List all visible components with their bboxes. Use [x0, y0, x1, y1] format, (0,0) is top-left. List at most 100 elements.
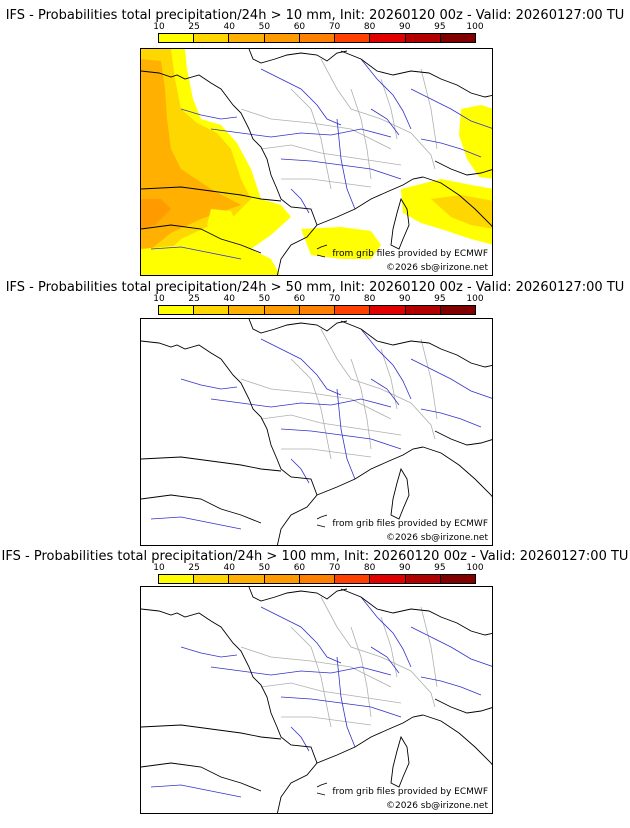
map-title: IFS - Probabilities total precipitation/…: [5, 280, 625, 295]
color-scale: 10 25 40 50 60 70 80 90 95 100: [153, 22, 484, 44]
admin-border-line: [350, 626, 372, 718]
scale-tick-label: 95: [434, 294, 446, 304]
admin-border-line: [260, 414, 402, 436]
river-line: [260, 338, 342, 396]
admin-border-line: [350, 88, 372, 180]
scale-color-segment: [194, 34, 230, 42]
river-line: [280, 158, 402, 180]
coastline: [316, 254, 326, 258]
coastline: [316, 782, 328, 788]
map-area: from grib files provided by ECMWF ©2026 …: [140, 48, 493, 276]
coastline: [390, 467, 410, 520]
scale-color-segment: [159, 34, 195, 42]
probability-area-low: [459, 105, 492, 179]
coastline: [340, 588, 492, 636]
scale-tick-label: 100: [466, 22, 484, 32]
scale-color-segment: [370, 575, 406, 583]
river-line: [180, 646, 238, 658]
scale-color-segment: [194, 575, 230, 583]
color-scale: 10 25 40 50 60 70 80 90 95 100: [153, 563, 484, 585]
credit-copyright: ©2026 sb@irizone.net: [386, 801, 488, 811]
scale-color-segment: [335, 34, 371, 42]
scale-ticks: 10 25 40 50 60 70 80 90 95 100: [153, 22, 483, 32]
scale-tick-label: 80: [363, 22, 376, 32]
river-line: [420, 676, 482, 696]
scale-color-segment: [370, 306, 406, 314]
coastline: [141, 456, 282, 472]
credit-source: from grib files provided by ECMWF: [332, 519, 488, 529]
probability-area-low: [141, 245, 280, 275]
admin-border-line: [290, 626, 332, 728]
scale-color-segment: [264, 575, 300, 583]
river-line: [260, 68, 342, 126]
river-line: [210, 398, 392, 408]
river-line: [336, 118, 356, 210]
scale-bar: [158, 305, 476, 315]
river-line: [360, 58, 412, 130]
river-line: [280, 696, 402, 718]
river-line: [180, 108, 238, 120]
river-line: [150, 516, 242, 530]
scale-tick-label: 50: [258, 294, 271, 304]
scale-color-segment: [370, 34, 406, 42]
scale-color-segment: [405, 575, 441, 583]
river-line: [150, 784, 242, 798]
scale-tick-label: 80: [363, 294, 376, 304]
scale-tick-label: 70: [328, 294, 341, 304]
admin-border-line: [380, 616, 398, 678]
scale-tick-label: 40: [223, 563, 235, 573]
scale-tick-label: 10: [153, 22, 165, 32]
scale-color-segment: [405, 306, 441, 314]
scale-tick-label: 25: [188, 22, 200, 32]
coastline: [141, 224, 262, 254]
scale-tick-label: 100: [466, 563, 484, 573]
coastline: [422, 176, 492, 228]
credit-copyright: ©2026 sb@irizone.net: [386, 533, 488, 543]
scale-color-segment: [405, 34, 441, 42]
scale-color-segment: [194, 306, 230, 314]
coastline: [248, 49, 348, 64]
coastline: [316, 714, 424, 764]
scale-bar: [158, 33, 476, 43]
river-line: [180, 378, 238, 390]
scale-tick-label: 80: [363, 563, 376, 573]
coastline: [316, 524, 326, 528]
coastline: [316, 446, 424, 496]
river-line: [150, 246, 242, 260]
scale-color-segment: [440, 34, 475, 42]
map-title: IFS - Probabilities total precipitation/…: [1, 549, 629, 564]
admin-border-line: [380, 78, 398, 140]
probability-area-top: [141, 199, 171, 229]
river-line: [370, 108, 400, 136]
coastline: [316, 792, 326, 796]
coastline: [141, 340, 318, 545]
credit-source: from grib files provided by ECMWF: [332, 249, 488, 259]
admin-border-line: [290, 358, 332, 460]
scale-tick-label: 70: [328, 563, 341, 573]
river-line: [290, 458, 310, 484]
scale-color-segment: [335, 575, 371, 583]
river-line: [336, 656, 356, 748]
admin-border-line: [420, 338, 438, 420]
river-line: [410, 626, 492, 667]
admin-border-line: [281, 716, 372, 726]
scale-tick-label: 50: [258, 563, 271, 573]
river-line: [360, 328, 412, 400]
river-line: [370, 646, 400, 674]
coastline: [248, 587, 348, 602]
scale-color-segment: [159, 575, 195, 583]
scale-color-segment: [299, 34, 336, 42]
admin-border-line: [320, 328, 436, 440]
admin-border-line: [281, 448, 372, 458]
scale-tick-label: 90: [399, 22, 411, 32]
scale-tick-label: 25: [188, 563, 200, 573]
scale-color-segment: [159, 306, 195, 314]
river-line: [290, 726, 310, 752]
coastline: [141, 494, 262, 524]
credit-source: from grib files provided by ECMWF: [332, 787, 488, 797]
scale-color-segment: [440, 306, 475, 314]
scale-color-segment: [229, 306, 265, 314]
scale-color-segment: [440, 575, 475, 583]
river-line: [420, 138, 482, 158]
scale-tick-label: 10: [153, 563, 165, 573]
